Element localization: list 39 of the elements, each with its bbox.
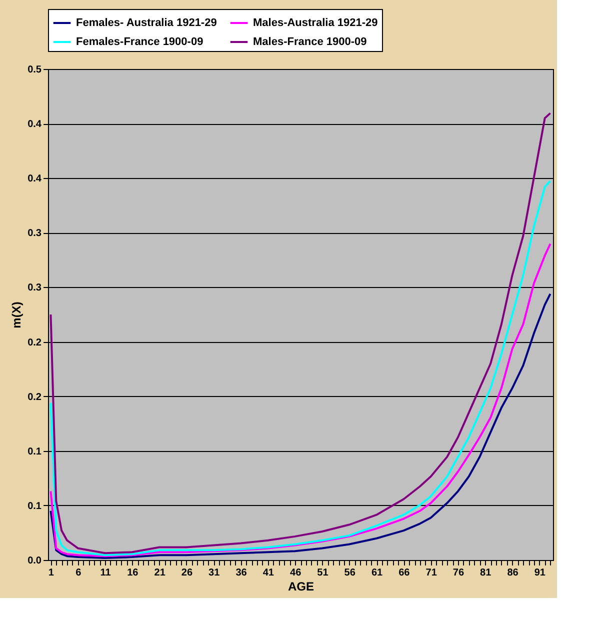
x-tick-label: 16 — [127, 568, 139, 578]
x-tick-label: 61 — [371, 568, 384, 578]
y-tick-label: 0.0 — [28, 556, 42, 566]
y-axis-title: m(X) — [10, 302, 24, 328]
y-tick-label: 0.2 — [28, 337, 42, 348]
x-tick-label: 21 — [154, 568, 166, 578]
y-tick-label: 0.4 — [28, 119, 42, 130]
x-axis-title: AGE — [288, 580, 314, 594]
y-tick-label: 0.1 — [28, 500, 42, 512]
x-tick-label: 36 — [236, 568, 248, 578]
y-tick-label: 0.3 — [28, 282, 42, 294]
legend-label: Females-France 1900-09 — [76, 36, 204, 48]
x-tick-label: 1 — [48, 568, 54, 578]
x-tick-label: 81 — [480, 568, 492, 578]
x-tick-label: 56 — [344, 568, 356, 578]
x-tick-label: 26 — [181, 568, 193, 578]
y-tick-label: 0.5 — [28, 64, 42, 76]
x-tick-label: 76 — [452, 568, 464, 578]
x-tick-label: 91 — [534, 568, 546, 578]
line-series — [50, 292, 552, 560]
y-tick-label: 0.2 — [28, 392, 42, 403]
x-tick-label: 66 — [398, 568, 410, 578]
x-tick-label: 46 — [290, 568, 302, 578]
line-series — [50, 242, 552, 558]
legend-label: Males-Australia 1921-29 — [253, 17, 378, 29]
x-tick-label: 51 — [317, 568, 329, 578]
y-tick-label: 0.4 — [28, 174, 42, 185]
y-tick-label: 0.1 — [28, 446, 42, 458]
x-tick-label: 31 — [208, 568, 220, 578]
y-tick-label: 0.3 — [28, 228, 42, 240]
x-tick-label: 11 — [100, 568, 112, 578]
line-series — [50, 180, 552, 556]
x-tick-label: 41 — [262, 568, 274, 578]
legend-label: Females- Australia 1921-29 — [76, 17, 217, 29]
x-tick-label: 86 — [507, 568, 519, 578]
x-tick-label: 6 — [76, 568, 82, 578]
x-tick-label: 71 — [426, 568, 438, 578]
legend-label: Males-France 1900-09 — [253, 36, 367, 48]
line-series — [50, 112, 552, 554]
